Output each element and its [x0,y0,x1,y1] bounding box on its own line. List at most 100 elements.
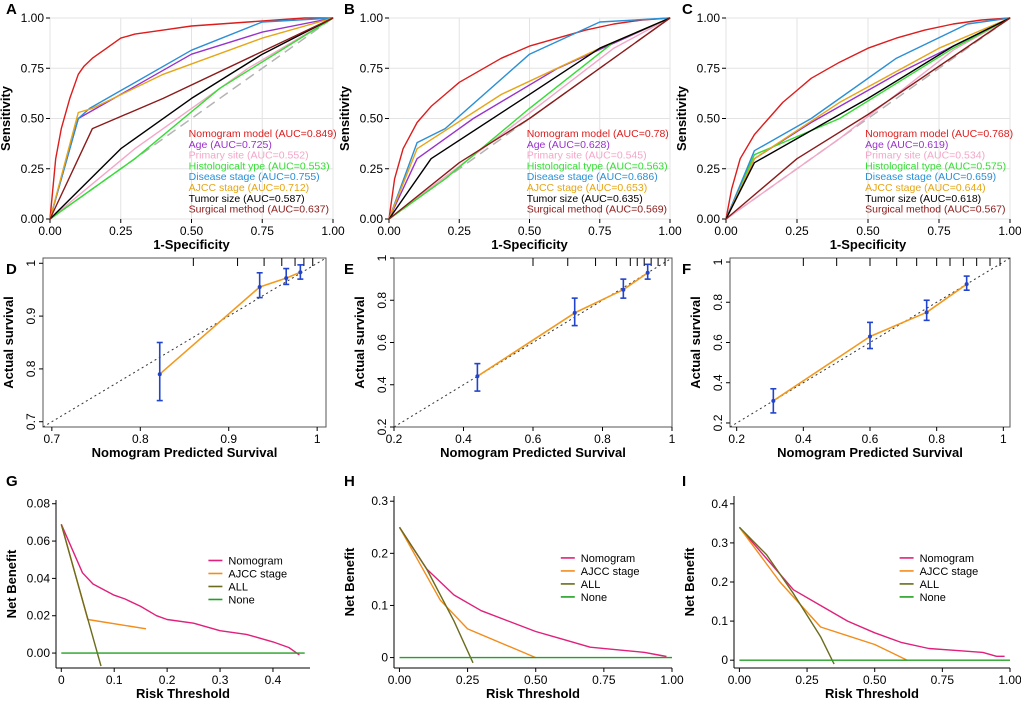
y-tick-label: 0.00 [27,646,51,660]
y-tick-label: 0.8 [24,360,38,377]
y-tick-label: 0.75 [360,61,384,75]
y-tick-label: 0.4 [375,376,389,393]
roc-curve-surgical-method [725,17,1011,220]
legend-entry: ALL [228,581,248,593]
roc-curve-tumor-size [725,17,1011,220]
y-axis-label: Actual survival [1,296,16,389]
calibration-line [159,271,301,375]
y-tick-label: 0.00 [21,212,45,226]
x-axis-label: Nomogram Predicted Survival [440,445,626,460]
roc-curve-primary-site [49,17,334,220]
x-tick-label: 0.7 [44,432,61,446]
dca-curve-ajcc-stage [398,526,536,659]
x-axis-label: 1-Specificity [153,237,230,252]
legend-entry: AJCC stage (AUC=0.712) [189,182,310,194]
y-tick-label: 0.75 [21,61,45,75]
panel-B: 0.00 0.25 0.50 0.75 1.00 0.00 0.25 0.50 0.75 1.00… [337,11,682,252]
panel-label: D [6,261,17,278]
calibration-point [572,310,577,315]
panel-label: H [344,473,355,490]
calibration-point [771,398,776,403]
x-tick-label: 0.6 [862,432,879,446]
y-tick-label: 0.02 [27,609,51,623]
panel-A: 0.00 0.25 0.50 0.75 1.00 0.00 0.25 0.50 0.75 1.00… [0,11,345,252]
calibration-point [964,282,969,287]
y-tick-label: 0.6 [711,334,725,351]
x-tick-label: 0.4 [455,432,472,446]
panel-label: C [682,1,693,18]
legend-entry: Age (AUC=0.619) [865,139,948,151]
legend-entry: AJCC stage [920,566,979,578]
panel-C: 0.00 0.25 0.50 0.75 1.00 0.00 0.25 0.50 0.75 1.00… [674,11,1021,252]
roc-curve-ajcc-stage [49,17,334,220]
x-tick-label: 0.25 [795,673,819,687]
legend-entry: None [920,592,946,604]
x-axis-label: Risk Threshold [825,686,919,701]
ideal-line [393,257,673,428]
x-tick-label: 0.2 [386,432,403,446]
calibration-point [257,285,262,290]
y-tick-label: 0.08 [27,497,51,511]
legend-entry: ALL [920,579,940,591]
dca-curve-all [60,524,102,667]
y-tick-label: 0.2 [375,418,389,435]
legend-entry: AJCC stage [581,566,640,578]
legend-entry: Tumor size (AUC=0.618) [865,193,981,205]
calibration-line [772,283,968,402]
x-tick-label: 0.1 [106,673,123,687]
plot-frame [42,257,327,428]
y-tick-label: 0.9 [24,307,38,324]
panel-G: 0 0.1 0.2 0.3 0.4 0.00 0.02 0.04 0.06 0.08 Risk Th… [4,497,310,701]
y-tick-label: 0.00 [360,212,384,226]
legend-entry: Surgical method (AUC=0.637) [189,204,329,216]
x-tick-label: 0.00 [728,673,752,687]
y-axis-label: Sensitivity [337,85,352,151]
x-axis-label: Nomogram Predicted Survival [92,445,278,460]
dca-curve-nomogram [398,526,667,658]
roc-curve-nomogram-model [388,17,671,220]
x-tick-label: 0.75 [931,673,955,687]
x-tick-label: 0.25 [448,224,472,238]
legend-entry: Age (AUC=0.725) [189,139,272,151]
panel-label: B [344,1,355,18]
x-tick-label: 0.75 [588,224,612,238]
dca-curve-nomogram [738,526,1005,657]
roc-curve-disease-stage [388,17,671,220]
panel-label: I [682,473,686,490]
panel-D: 0.7 0.8 0.9 1 0.7 0.8 0.9 1 Nomogram Predicted S… [1,257,327,460]
y-tick-label: 0.06 [27,534,51,548]
legend-entry: Tumor size (AUC=0.587) [189,193,305,205]
x-axis-label: 1-Specificity [830,237,907,252]
x-tick-label: 1.00 [998,673,1021,687]
legend-entry: AJCC stage (AUC=0.644) [865,182,986,194]
legend-entry: Nomogram [581,553,635,565]
legend-entry: None [581,592,607,604]
y-tick-label: 0.7 [24,413,38,430]
roc-curve-surgical-method [49,17,334,220]
x-tick-label: 0.9 [220,432,237,446]
legend-entry: Age (AUC=0.628) [527,139,610,151]
calibration-point [298,270,303,275]
x-tick-label: 1.00 [660,673,684,687]
x-tick-label: 0.50 [180,224,204,238]
x-tick-label: 0.4 [265,673,282,687]
x-axis-label: Nomogram Predicted Survival [777,445,963,460]
x-tick-label: 0.75 [592,673,616,687]
roc-curve-nomogram-model [49,17,333,220]
x-tick-label: 0.50 [518,224,542,238]
y-tick-label: 1 [375,254,389,261]
x-tick-label: 1 [314,432,321,446]
x-tick-label: 0.8 [132,432,149,446]
y-tick-label: 1.00 [360,11,384,25]
roc-curve-tumor-size [388,17,671,220]
roc-curve-disease-stage [49,17,334,220]
dca-curve-nomogram [60,524,300,656]
legend-entry: Histologicalt ype (AUC=0.553) [189,160,330,172]
legend-entry: Primary site (AUC=0.552) [189,150,309,162]
legend-entry: Disease stage (AUC=0.686) [527,171,658,183]
x-tick-label: 0.25 [109,224,133,238]
y-tick-label: 0.25 [21,162,45,176]
y-axis-label: Actual survival [688,296,703,389]
panel-I: 0.00 0.25 0.50 0.75 1.00 0 0.1 0.2 0.3 0.4 Risk Th… [682,496,1021,701]
